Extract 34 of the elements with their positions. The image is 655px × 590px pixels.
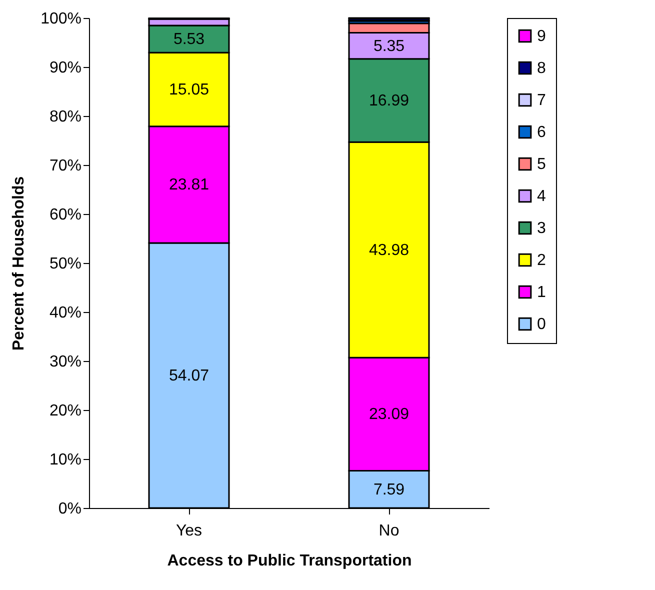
y-tick-label: 10% [49, 452, 82, 468]
y-tick-label: 90% [49, 60, 82, 76]
y-tick-label: 0% [58, 500, 82, 518]
y-axis-title: Percent of Households [10, 176, 28, 351]
data-label: 7.59 [373, 481, 405, 498]
legend-label: 7 [537, 92, 546, 109]
legend-label: 1 [537, 284, 546, 301]
y-tick-label: 40% [49, 304, 82, 322]
data-label: 23.09 [368, 406, 410, 424]
data-label: 54.07 [168, 368, 210, 385]
y-tick-label: 100% [40, 10, 82, 28]
data-label: 15.05 [168, 82, 210, 99]
y-tick-label: 70% [49, 158, 82, 174]
x-axis-title: Access to Public Transportation [167, 552, 412, 570]
legend-label: 3 [537, 220, 546, 237]
legend-label: 4 [537, 188, 546, 205]
data-label: 5.53 [173, 31, 205, 48]
legend-label: 0 [537, 316, 546, 333]
legend-label: 2 [537, 252, 546, 269]
data-label: 43.98 [368, 242, 410, 259]
legend-label: 5 [537, 156, 546, 173]
legend-label: 9 [537, 28, 546, 45]
y-tick-label: 80% [49, 108, 82, 126]
data-label: 16.99 [368, 92, 410, 110]
y-tick-label: 30% [49, 354, 82, 370]
y-tick-label: 60% [49, 206, 82, 224]
legend-label: 8 [537, 60, 546, 77]
data-label: 5.35 [373, 38, 405, 55]
y-tick-label: 20% [49, 402, 82, 420]
x-tick-label: Yes [176, 522, 202, 540]
y-tick-label: 50% [49, 256, 82, 272]
x-tick-label: No [378, 522, 400, 540]
legend-label: 6 [537, 124, 546, 141]
data-label: 23.81 [168, 176, 210, 194]
